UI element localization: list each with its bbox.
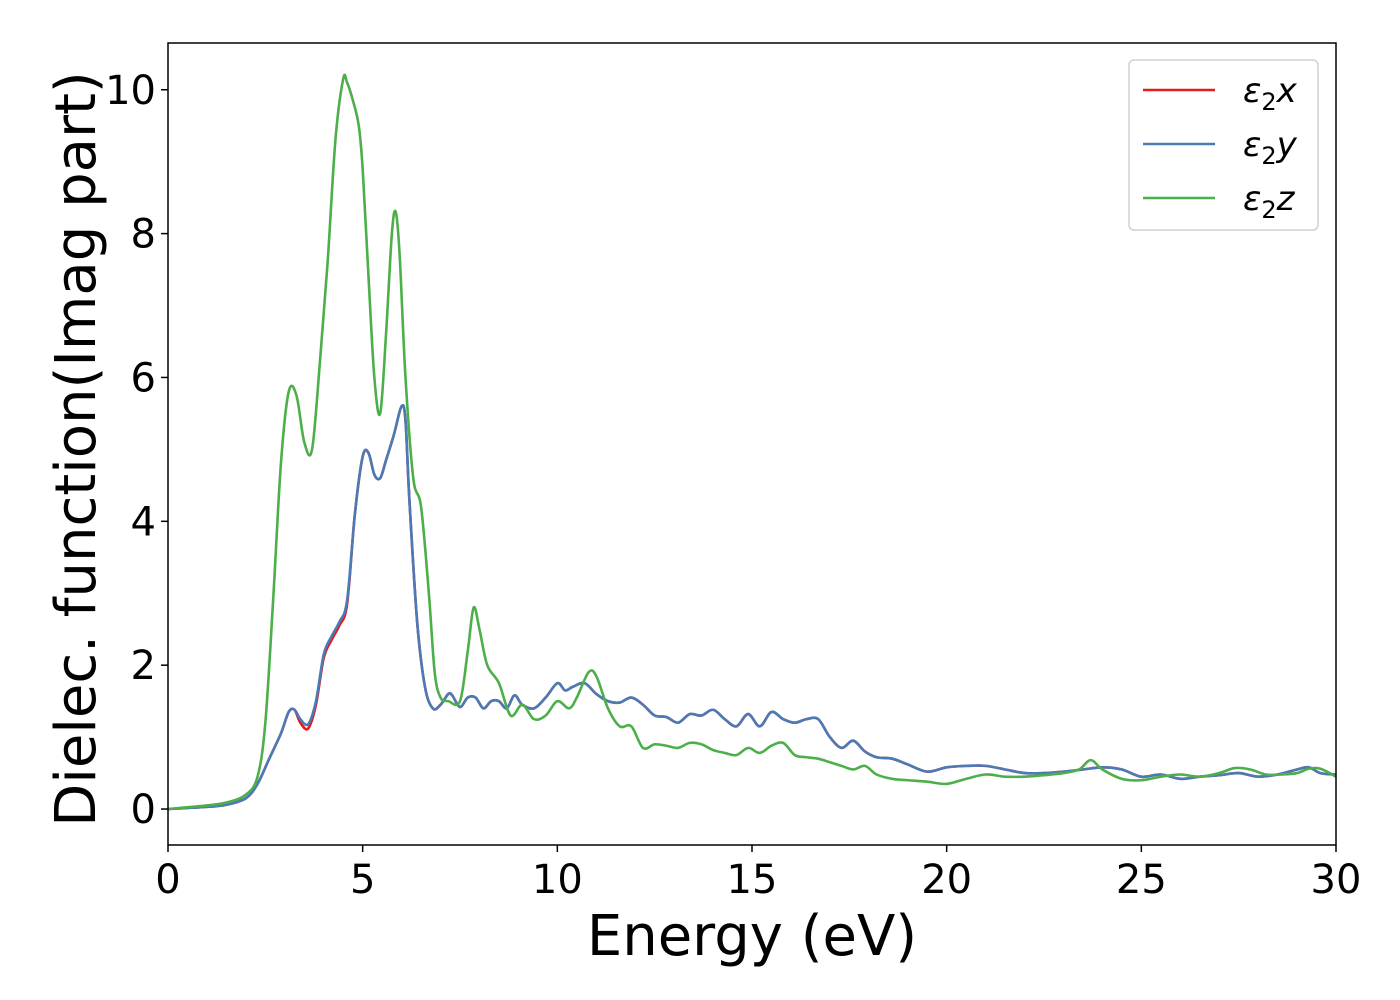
legend-label-y: ε2y [1243, 125, 1298, 170]
x-tick-label: 30 [1311, 857, 1362, 903]
legend-label-x: ε2x [1243, 71, 1298, 116]
y-tick-label: 0 [131, 787, 156, 833]
ticks-layer: 0 5 10 15 20 25 30 0 2 4 6 8 10 [105, 68, 1361, 903]
legend-box [1128, 59, 1319, 231]
x-axis-label: Energy (eV) [587, 904, 917, 969]
y-tick-label: 4 [131, 499, 156, 545]
y-tick-label: 2 [131, 643, 156, 689]
x-tick-label: 15 [727, 857, 778, 903]
x-tick-label: 10 [532, 857, 583, 903]
legend-label-z: ε2z [1243, 179, 1296, 224]
y-tick-label: 6 [131, 355, 156, 401]
y-tick-label: 8 [131, 212, 156, 258]
x-tick-label: 20 [921, 857, 972, 903]
x-tick-label: 25 [1116, 857, 1167, 903]
legend: ε2x ε2y ε2z [1128, 59, 1319, 231]
y-tick-label: 10 [105, 68, 156, 114]
series-line-z [168, 73, 1336, 811]
series-layer [168, 73, 1336, 811]
y-axis-label: Dielec. function(Imag part) [44, 71, 109, 827]
x-tick-label: 0 [155, 857, 180, 903]
x-tick-label: 5 [350, 857, 375, 903]
